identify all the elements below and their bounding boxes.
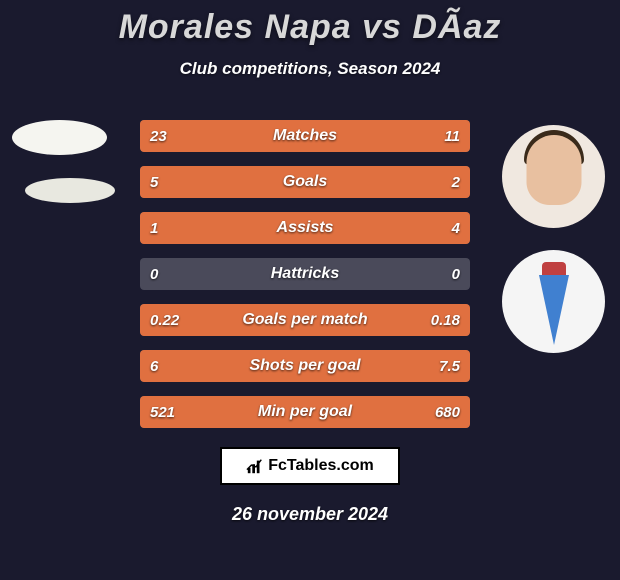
stat-value-left: 1 <box>150 212 158 244</box>
team-left-badge <box>25 178 115 203</box>
stat-value-left: 23 <box>150 120 167 152</box>
stat-value-right: 4 <box>452 212 460 244</box>
stat-value-right: 7.5 <box>439 350 460 382</box>
stat-row: 0.22 0.18Goals per match <box>140 304 470 336</box>
stat-value-left: 6 <box>150 350 158 382</box>
page-subtitle: Club competitions, Season 2024 <box>0 59 620 79</box>
stat-label: Goals per match <box>140 304 470 336</box>
player-right-avatar <box>502 125 605 228</box>
team-right-badge <box>502 250 605 353</box>
logo-text: FcTables.com <box>268 457 374 475</box>
stat-row: 6 7.5Shots per goal <box>140 350 470 382</box>
stat-row: 1 4Assists <box>140 212 470 244</box>
stat-row: 5 2Goals <box>140 166 470 198</box>
stat-value-right: 2 <box>452 166 460 198</box>
stat-value-left: 0.22 <box>150 304 179 336</box>
stat-label: Shots per goal <box>140 350 470 382</box>
player-left-avatar-1 <box>12 120 107 155</box>
stat-row: 0 0Hattricks <box>140 258 470 290</box>
jersey-shape <box>539 275 569 345</box>
stats-container: 23 11Matches 5 2Goals 1 4Assists 0 0Hattricks 0.… <box>140 120 470 442</box>
header: Morales Napa vs DÃ­az Club competitions,… <box>0 0 620 79</box>
stat-value-right: 680 <box>435 396 460 428</box>
stat-label: Hattricks <box>140 258 470 290</box>
avatar-face-shape <box>526 135 581 205</box>
stat-value-left: 5 <box>150 166 158 198</box>
chart-icon <box>246 457 264 475</box>
stat-value-right: 11 <box>444 120 460 152</box>
stat-value-right: 0.18 <box>431 304 460 336</box>
stat-label: Matches <box>140 120 470 152</box>
stat-row: 23 11Matches <box>140 120 470 152</box>
site-logo[interactable]: FcTables.com <box>220 447 400 485</box>
stat-row: 521 680Min per goal <box>140 396 470 428</box>
stat-value-left: 521 <box>150 396 175 428</box>
stat-label: Goals <box>140 166 470 198</box>
stat-label: Min per goal <box>140 396 470 428</box>
stat-label: Assists <box>140 212 470 244</box>
date-text: 26 november 2024 <box>0 504 620 525</box>
stat-value-right: 0 <box>452 258 460 290</box>
stat-value-left: 0 <box>150 258 158 290</box>
page-title: Morales Napa vs DÃ­az <box>0 8 620 47</box>
